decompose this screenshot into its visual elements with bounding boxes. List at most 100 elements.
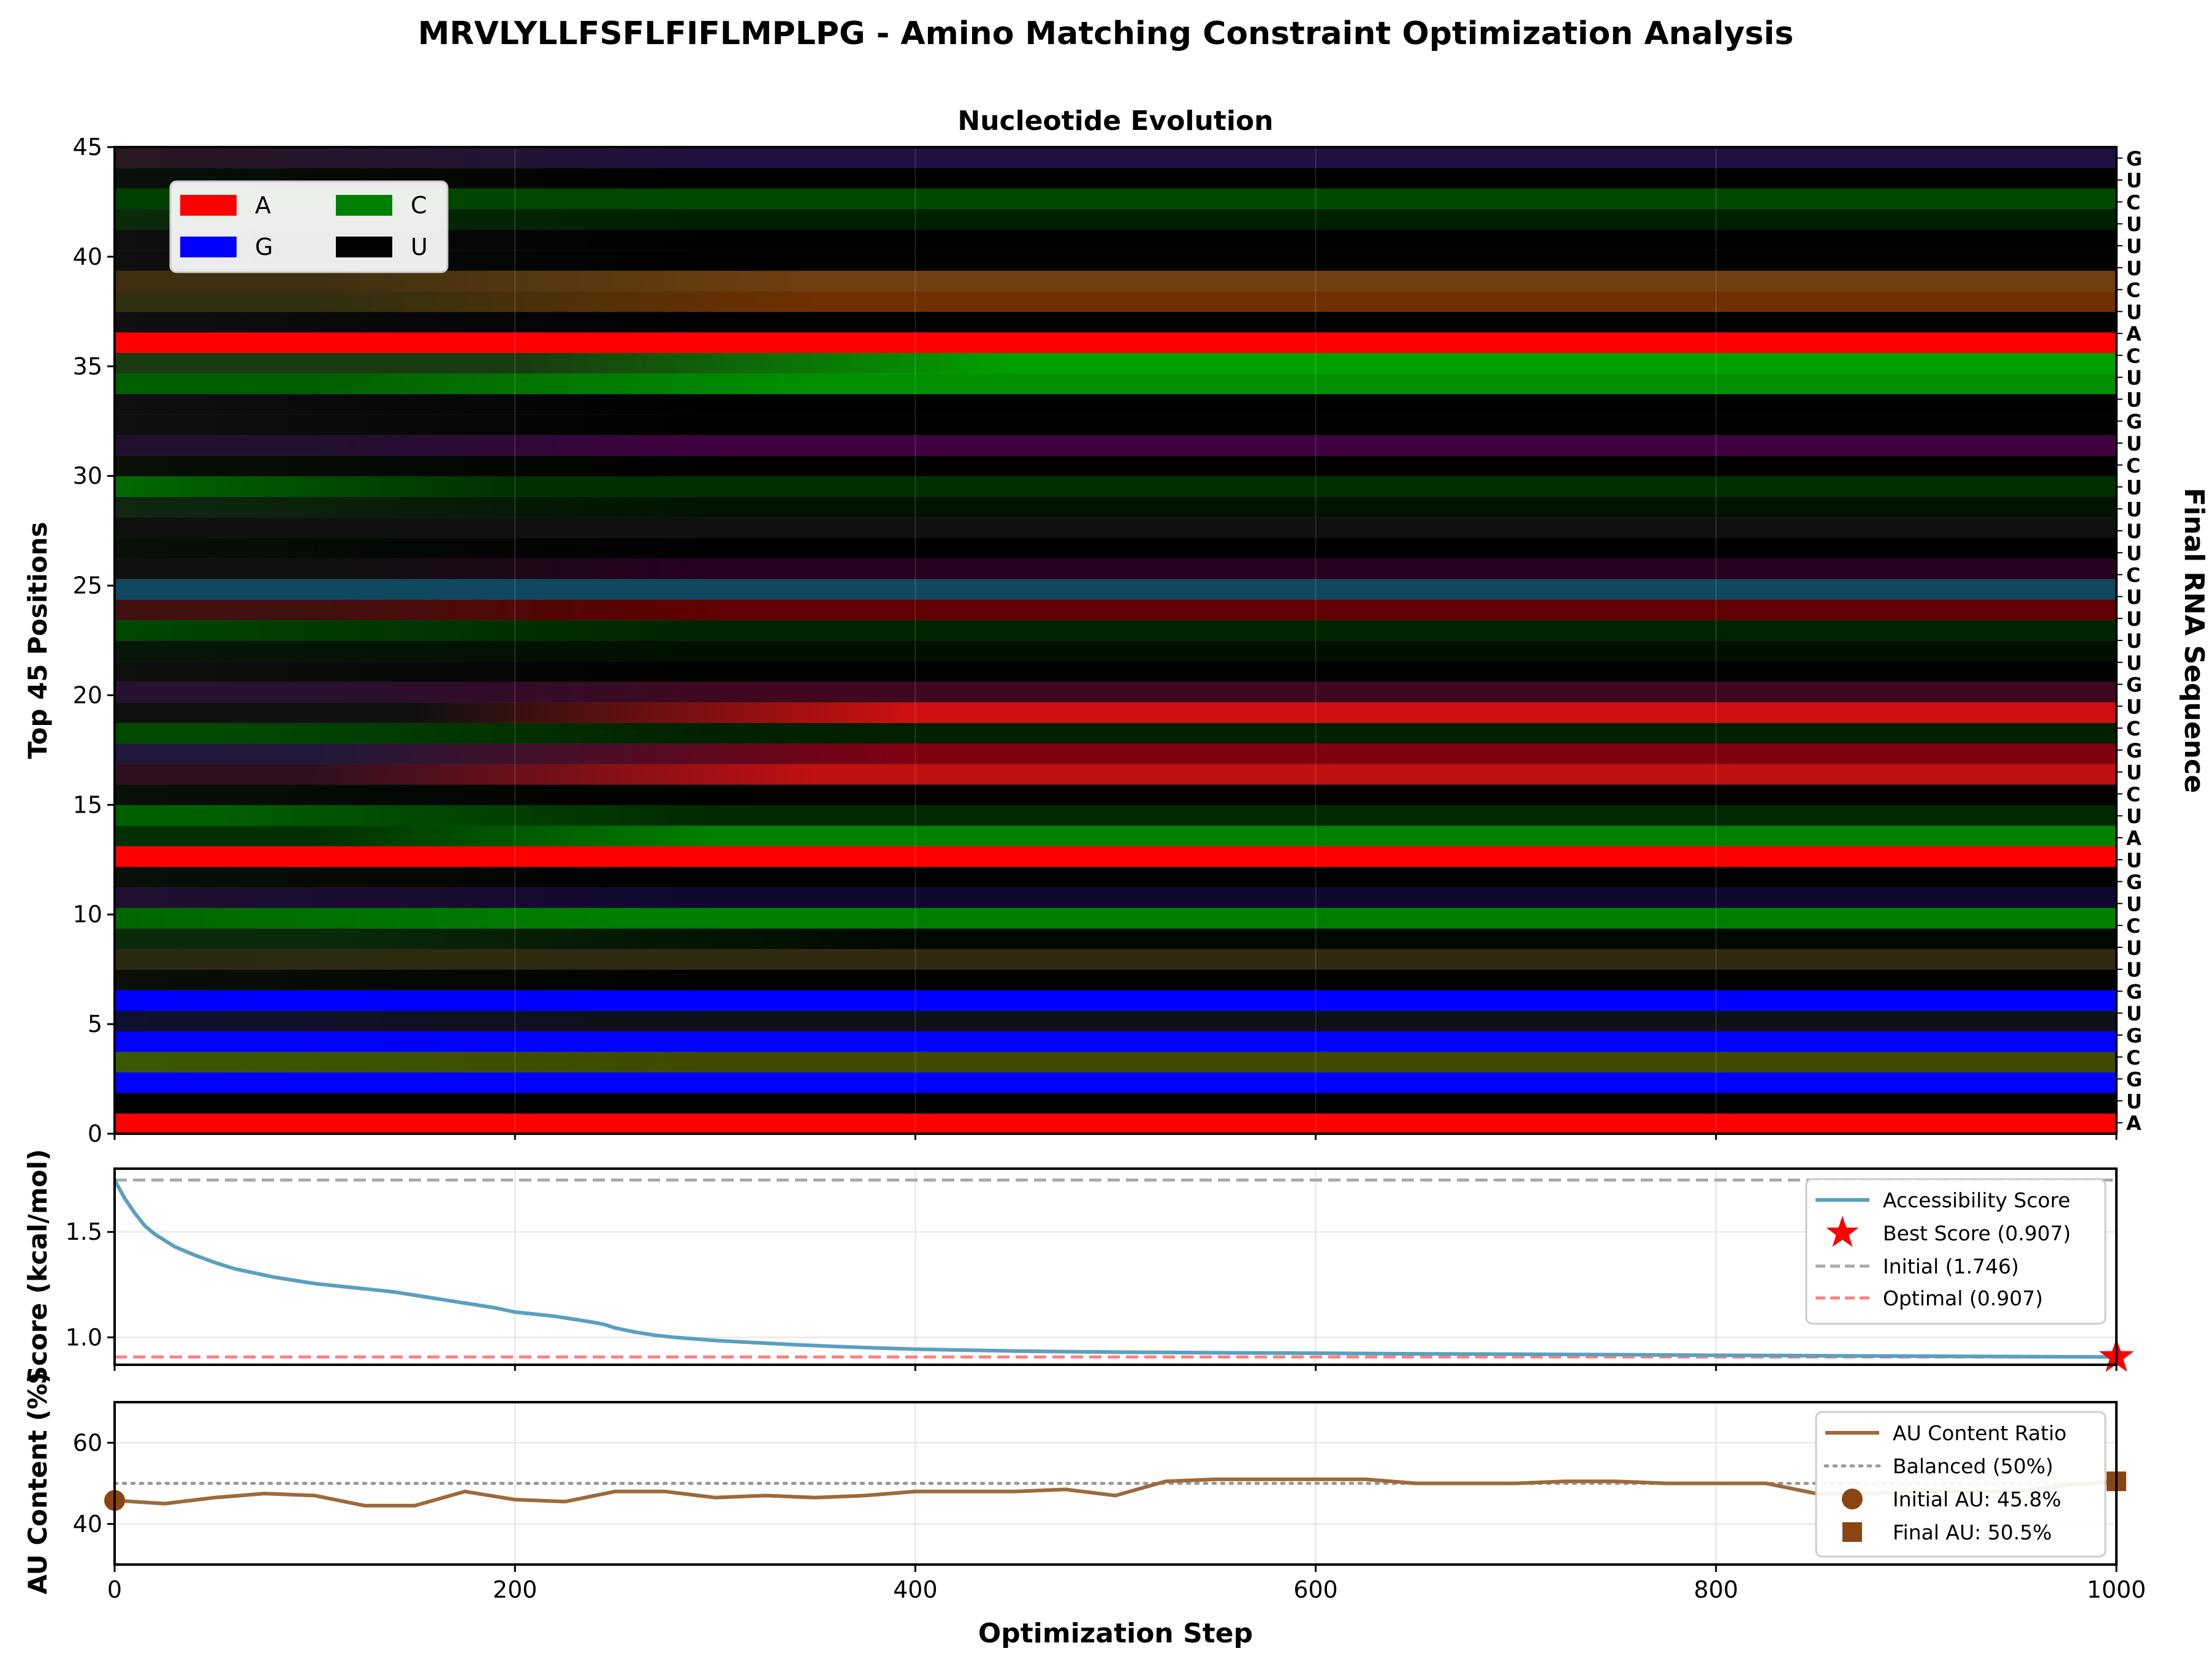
sequence-base-label: C (2126, 914, 2140, 938)
sequence-base-label: C (2126, 783, 2140, 806)
heatmap-row (115, 990, 2116, 1011)
legend-label: Best Score (0.907) (1883, 1221, 2071, 1245)
y-tick-label: 1.5 (66, 1218, 102, 1245)
heatmap-row (115, 949, 2116, 970)
heatmap-row (115, 414, 2116, 436)
heatmap-row (115, 846, 2116, 867)
score-y-label: Score (kcal/mol) (23, 1149, 53, 1384)
y-tick-label: 15 (73, 791, 102, 818)
heatmap-row (115, 1092, 2116, 1114)
heatmap-row (115, 866, 2116, 888)
au-y-ticks: 40 60 (73, 1429, 115, 1538)
sequence-base-label: U (2126, 213, 2142, 236)
heatmap-row (115, 969, 2116, 990)
legend-marker (1842, 1489, 1863, 1509)
y-tick-label: 30 (73, 463, 102, 490)
heatmap-row (115, 1072, 2116, 1093)
heatmap-y-ticks: 0 5 10 15 20 25 30 35 40 45 (73, 134, 115, 1147)
legend-label: Initial (1.746) (1883, 1254, 2019, 1278)
score-y-ticks: 1.0 1.5 (66, 1218, 115, 1351)
heatmap-row (115, 579, 2116, 600)
accessibility-score-line (113, 1179, 2117, 1359)
sequence-base-label: U (2126, 936, 2142, 960)
sequence-base-label: C (2126, 564, 2140, 587)
heatmap-row (115, 599, 2116, 621)
sequence-base-label: U (2126, 366, 2142, 390)
heatmap-grid (514, 147, 1717, 1134)
heatmap-row (115, 332, 2116, 354)
legend-label: AU Content Ratio (1893, 1421, 2067, 1445)
sequence-base-label: U (2126, 695, 2142, 718)
heatmap-row (115, 270, 2116, 292)
heatmap-row (115, 681, 2116, 703)
heatmap-row (115, 1031, 2116, 1052)
y-tick-label: 45 (73, 134, 102, 161)
au-x-ticks: 0 200 400 600 800 1000 (107, 1565, 2146, 1603)
sequence-base-label: C (2126, 454, 2140, 477)
heatmap-row (115, 1051, 2116, 1072)
heatmap-row (115, 1010, 2116, 1031)
sequence-base-label: U (2126, 607, 2142, 631)
score-legend-box (1805, 1178, 2107, 1325)
sequence-base-label: C (2126, 1046, 2140, 1069)
heatmap-row (115, 537, 2116, 559)
legend-label: Accessibility Score (1883, 1188, 2070, 1212)
sequence-base-label: U (2126, 629, 2142, 653)
heatmap-row (115, 805, 2116, 826)
sequence-base-label: G (2126, 674, 2142, 697)
sequence-base-label: G (2126, 410, 2142, 433)
legend-label: Optimal (0.907) (1883, 1286, 2043, 1310)
sequence-base-label: U (2126, 1002, 2142, 1025)
au-frame (113, 1401, 2118, 1566)
heatmap-row (115, 558, 2116, 579)
heatmap-row (115, 640, 2116, 662)
sequence-base-label: C (2126, 279, 2140, 302)
x-tick-label: 800 (1694, 1576, 1739, 1603)
sequence-base-label: U (2126, 520, 2142, 543)
heatmap-row (115, 393, 2116, 415)
sequence-base-label: U (2126, 805, 2142, 828)
x-tick-label: 200 (493, 1576, 538, 1603)
sequence-base-label: U (2126, 257, 2142, 280)
legend-marker (1842, 1522, 1862, 1542)
sequence-base-label: U (2126, 300, 2142, 324)
heatmap-row (115, 455, 2116, 477)
heatmap-legend: A C G U (169, 180, 449, 273)
sequence-base-label: A (2126, 322, 2142, 346)
au-legend: AU Content Ratio Balanced (50%) Initial AU… (1815, 1411, 2107, 1558)
sequence-base-label: A (2126, 827, 2142, 850)
heatmap-row (115, 928, 2116, 949)
sequence-base-label: G (2126, 1068, 2142, 1091)
sequence-base-label: U (2126, 892, 2142, 916)
y-tick-label: 0 (88, 1120, 102, 1147)
y-tick-label: 1.0 (66, 1324, 102, 1351)
heatmap-row (115, 167, 2116, 189)
y-tick-label: 5 (88, 1011, 102, 1038)
sequence-base-label: C (2126, 191, 2140, 214)
sequence-base-label: U (2126, 235, 2142, 258)
heatmap-row (115, 1113, 2116, 1134)
score-x-ticks (113, 1365, 2118, 1371)
au-y-label: AU Content (%) (23, 1372, 53, 1594)
heatmap-row (115, 887, 2116, 908)
sequence-base-label: U (2126, 542, 2142, 565)
y-tick-label: 25 (73, 572, 102, 599)
sequence-base-label: U (2126, 585, 2142, 609)
heatmap-row (115, 434, 2116, 456)
y-tick-label: 60 (73, 1429, 102, 1456)
score-reference-lines (115, 1178, 2116, 1359)
heatmap-rows (115, 146, 2116, 1134)
sequence-base-label: U (2126, 651, 2142, 675)
heatmap-title: Nucleotide Evolution (957, 105, 1273, 137)
au-legend-box (1815, 1411, 2107, 1558)
sequence-base-label: U (2126, 432, 2142, 455)
x-tick-label: 600 (1293, 1576, 1338, 1603)
legend-label: Final AU: 50.5% (1893, 1520, 2052, 1544)
sequence-base-label: G (2126, 980, 2142, 1003)
legend-swatch (336, 237, 392, 257)
heatmap-row (115, 661, 2116, 682)
legend-label: C (411, 192, 427, 219)
sequence-base-label: G (2126, 871, 2142, 894)
x-axis-label: Optimization Step (978, 1618, 1253, 1649)
legend-label: U (411, 233, 428, 260)
